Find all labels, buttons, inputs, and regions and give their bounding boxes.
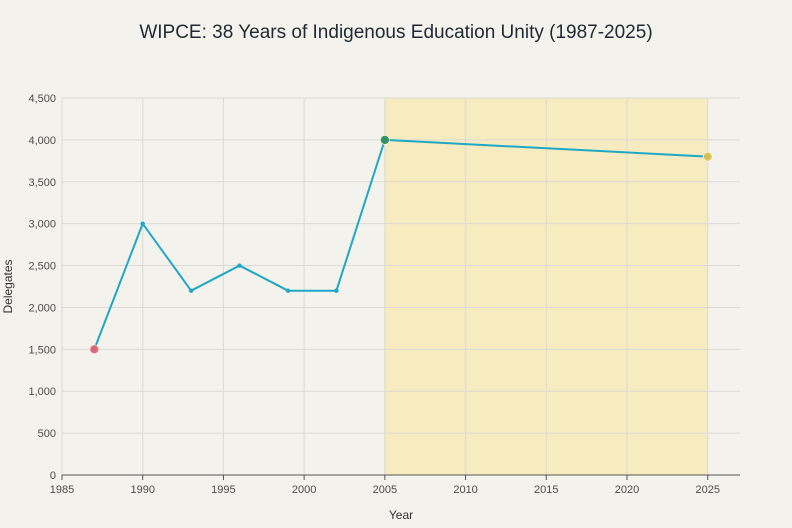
x-tick-label: 2025 — [695, 484, 719, 496]
y-tick-label: 500 — [38, 428, 56, 440]
x-tick-label: 2010 — [453, 484, 477, 496]
point-layer — [89, 135, 713, 355]
data-point — [285, 288, 291, 293]
y-tick-label: 2,000 — [28, 302, 56, 314]
x-tick-label: 1990 — [130, 484, 154, 496]
chart-title: WIPCE: 38 Years of Indigenous Education … — [139, 22, 653, 43]
series-line — [93, 138, 708, 350]
data-point — [140, 221, 145, 226]
x-tick-label: 1995 — [211, 484, 235, 496]
axis-layer: 0 500 1,000 1,500 2,000 2,500 3,000 3,500 4,000 4… — [28, 93, 740, 496]
x-tick-label: 2000 — [292, 484, 316, 496]
y-tick-label: 4,500 — [28, 93, 56, 105]
x-axis-label: Year — [389, 508, 413, 522]
end-point-marker — [702, 151, 713, 162]
y-tick-label: 4,000 — [28, 135, 56, 147]
y-tick-label: 3,500 — [28, 177, 56, 189]
y-tick-label: 1,000 — [28, 386, 56, 398]
y-tick-label: 0 — [50, 470, 56, 482]
y-tick-label: 3,000 — [28, 219, 56, 231]
peak-point-marker — [380, 135, 390, 145]
data-point — [334, 288, 339, 293]
data-point — [237, 263, 242, 268]
start-point-marker — [89, 344, 100, 355]
x-tick-label: 2015 — [534, 484, 558, 496]
x-tick-label: 2020 — [615, 484, 639, 496]
series-layer — [93, 138, 708, 350]
data-point — [188, 288, 194, 293]
x-tick-label: 2005 — [373, 484, 397, 496]
y-axis-label: Delegates — [1, 259, 15, 313]
y-tick-label: 1,500 — [28, 344, 56, 356]
x-tick-label: 1985 — [50, 484, 74, 496]
y-tick-label: 2,500 — [28, 261, 56, 273]
